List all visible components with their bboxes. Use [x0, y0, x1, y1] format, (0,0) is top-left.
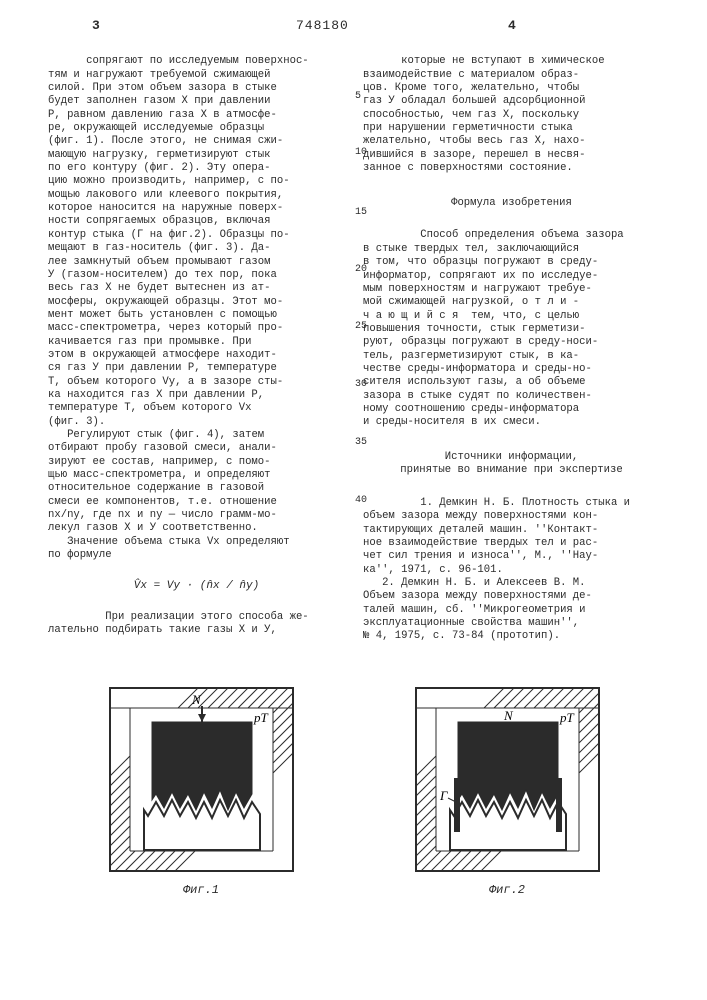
claims-body: Способ определения объема зазора в стыке… [363, 229, 624, 428]
page-number-left: 3 [92, 18, 100, 33]
gutter-10: 10 [355, 148, 367, 158]
column-left: сопрягают по исследуемым поверхнос- тям … [48, 42, 345, 657]
figure-1: N рТ Фиг.1 [104, 682, 299, 897]
gutter-35: 35 [355, 438, 367, 448]
text-columns: сопрягают по исследуемым поверхнос- тям … [48, 42, 660, 657]
fig1-label-pt: рТ [253, 710, 269, 725]
col-left-after-formula: При реализации этого способа же- лательн… [48, 611, 309, 636]
figure-1-caption: Фиг.1 [183, 883, 219, 897]
gutter-15: 15 [355, 208, 367, 218]
figure-2-svg: N рТ Г [410, 682, 605, 877]
figures-row: N рТ Фиг.1 [48, 682, 660, 897]
column-right: которые не вступают в химическое взаимод… [363, 42, 660, 657]
col-left-body: сопрягают по исследуемым поверхнос- тям … [48, 55, 309, 561]
col-right-intro: которые не вступают в химическое взаимод… [363, 55, 605, 174]
claims-heading: Формула изобретения [363, 197, 660, 210]
fig2-label-N: N [503, 708, 514, 723]
formula: V̂x = Vy · (n̂x / n̂y) [48, 580, 345, 594]
patent-number: 748180 [296, 18, 349, 33]
figure-2: N рТ Г Фиг.2 [410, 682, 605, 897]
gutter-30: 30 [355, 380, 367, 390]
gutter-25: 25 [355, 322, 367, 332]
sources-body: 1. Демкин Н. Б. Плотность стыка и объем … [363, 497, 630, 642]
sources-heading: Источники информации, принятые во вниман… [363, 451, 660, 478]
gutter-5: 5 [355, 92, 361, 102]
gutter-20: 20 [355, 265, 367, 275]
fig2-label-G: Г [439, 788, 448, 803]
page-number-right: 4 [508, 18, 516, 33]
fig1-label-N: N [191, 692, 202, 707]
figure-1-svg: N рТ [104, 682, 299, 877]
fig2-label-pt: рТ [559, 710, 575, 725]
page-root: 3 748180 4 сопрягают по исследуемым пове… [0, 0, 707, 1000]
figure-2-caption: Фиг.2 [489, 883, 525, 897]
gutter-40: 40 [355, 496, 367, 506]
